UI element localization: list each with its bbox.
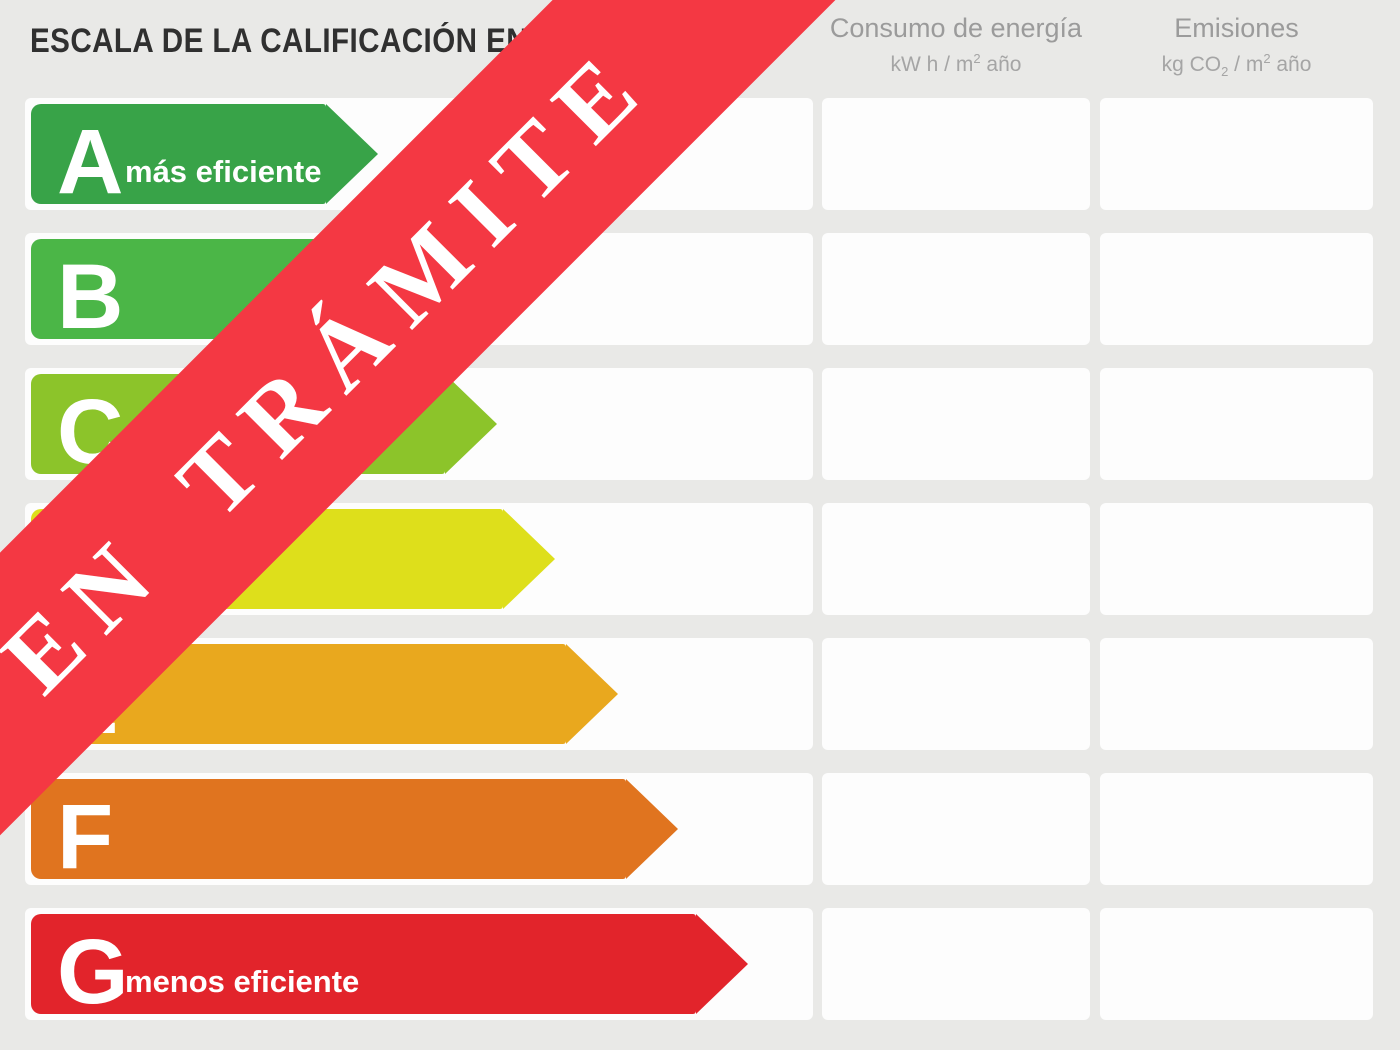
emisiones-value-cell bbox=[1100, 908, 1373, 1020]
emisiones-value-cell bbox=[1100, 638, 1373, 750]
consumo-header-unit: kW h / m2 año bbox=[890, 50, 1022, 76]
grade-row-b: B bbox=[0, 233, 1400, 345]
consumo-header-label: Consumo de energía bbox=[829, 13, 1083, 43]
column-header-emisiones: Emisiones kg CO2 / m2 año bbox=[1100, 13, 1373, 79]
grade-arrow-g: G menos eficiente bbox=[31, 914, 748, 1023]
grade-arrow-a: A más eficiente bbox=[31, 104, 378, 213]
consumo-value-cell bbox=[822, 773, 1090, 885]
grade-row-f: F bbox=[0, 773, 1400, 885]
emisiones-header-label: Emisiones bbox=[1174, 13, 1299, 43]
grade-arrow-f: F bbox=[31, 779, 678, 888]
consumo-value-cell bbox=[822, 368, 1090, 480]
consumo-value-cell bbox=[822, 908, 1090, 1020]
grade-note: menos eficiente bbox=[125, 964, 360, 999]
consumo-value-cell bbox=[822, 98, 1090, 210]
consumo-value-cell bbox=[822, 233, 1090, 345]
grade-letter: F bbox=[57, 785, 114, 888]
consumo-value-cell bbox=[822, 638, 1090, 750]
emisiones-value-cell bbox=[1100, 773, 1373, 885]
emisiones-value-cell bbox=[1100, 233, 1373, 345]
emisiones-value-cell bbox=[1100, 503, 1373, 615]
column-header-consumo: Consumo de energía kW h / m2 año bbox=[822, 13, 1090, 77]
emisiones-value-cell bbox=[1100, 368, 1373, 480]
grade-note: más eficiente bbox=[125, 154, 322, 189]
consumo-value-cell bbox=[822, 503, 1090, 615]
grade-letter: G bbox=[57, 920, 129, 1023]
grade-row-e: E bbox=[0, 638, 1400, 750]
grade-letter: B bbox=[57, 245, 124, 348]
emisiones-header-unit: kg CO2 / m2 año bbox=[1161, 50, 1312, 79]
grade-letter: A bbox=[57, 110, 124, 213]
grade-row-g: G menos eficiente bbox=[0, 908, 1400, 1020]
emisiones-value-cell bbox=[1100, 98, 1373, 210]
